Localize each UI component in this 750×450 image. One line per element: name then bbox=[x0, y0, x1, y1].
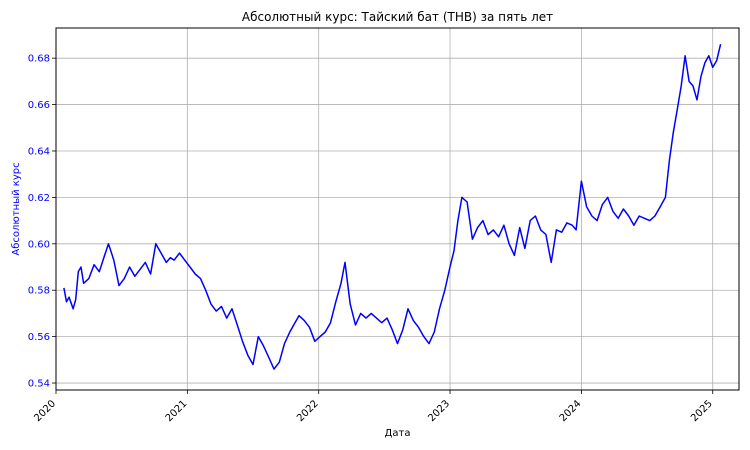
x-axis-label: Дата bbox=[385, 428, 411, 439]
plot-area bbox=[63, 44, 722, 370]
y-tick-label: 0.54 bbox=[28, 379, 50, 390]
y-tick-label: 0.68 bbox=[28, 54, 50, 65]
y-axis-label: Абсолютный курс bbox=[11, 162, 22, 255]
chart-title: Абсолютный курс: Тайский бат (THB) за пя… bbox=[242, 10, 553, 24]
grid bbox=[55, 28, 739, 390]
y-tick-label: 0.56 bbox=[28, 332, 50, 343]
series-line-thb bbox=[63, 44, 722, 370]
axes-frame bbox=[55, 27, 740, 391]
y-tick-label: 0.64 bbox=[28, 146, 50, 157]
y-tick-label: 0.62 bbox=[28, 193, 50, 204]
y-tick-label: 0.58 bbox=[28, 286, 50, 297]
y-tick-label: 0.60 bbox=[28, 239, 50, 250]
y-tick-label: 0.66 bbox=[28, 100, 50, 111]
